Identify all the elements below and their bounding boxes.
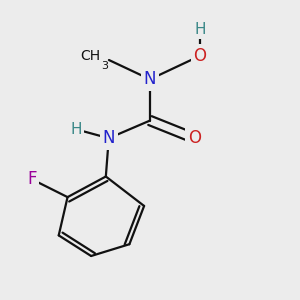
- Text: CH: CH: [80, 49, 100, 63]
- Text: O: O: [194, 47, 207, 65]
- Text: H: H: [194, 22, 206, 37]
- Text: N: N: [144, 70, 156, 88]
- Text: 3: 3: [101, 61, 108, 71]
- Text: O: O: [188, 129, 201, 147]
- Text: H: H: [70, 122, 82, 137]
- Text: F: F: [28, 170, 37, 188]
- Text: N: N: [103, 129, 115, 147]
